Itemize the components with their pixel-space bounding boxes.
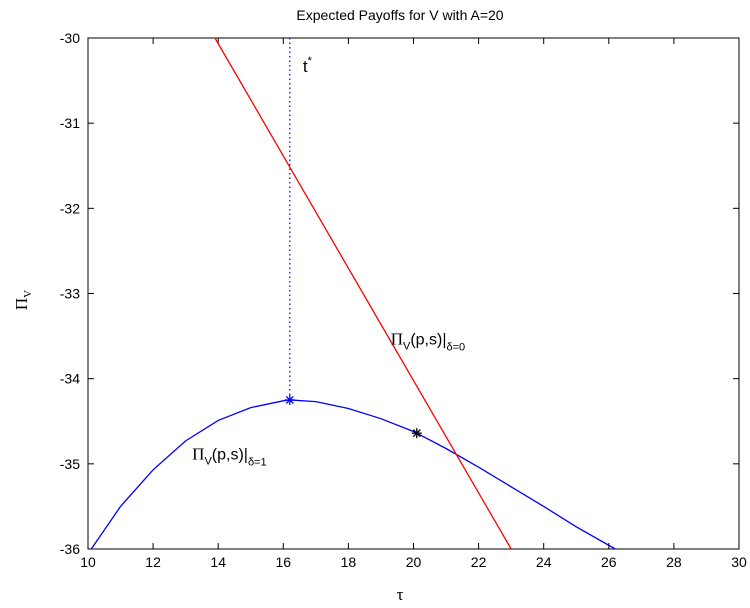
chart-title: Expected Payoffs for V with A=20 [296,7,503,23]
y-tick-label: -34 [60,371,80,387]
y-axis: -30 -31 -32 -33 -34 -35 -36 [60,30,739,557]
series-layer [90,37,616,550]
plot-frame [87,37,740,550]
x-tick-label: 30 [731,554,747,570]
plot-area [87,37,740,550]
series-delta0-line [214,37,512,550]
y-tick-label: -36 [60,541,80,557]
x-tick-label: 22 [471,554,487,570]
x-axis-label: τ [397,585,404,604]
y-tick-label: -31 [60,115,80,131]
y-axis-label-main: Π [12,298,31,310]
x-tick-label: 26 [601,554,617,570]
x-tick-label: 12 [145,554,161,570]
annotation-tstar: t* [303,55,313,76]
x-tick-label: 20 [406,554,422,570]
annotation-layer: t* ΠV(p,s)|δ=0 ΠV(p,s)|δ=1 [192,55,465,469]
y-tick-label: -32 [60,200,80,216]
x-tick-label: 16 [276,554,292,570]
x-tick-label: 14 [210,554,226,570]
x-axis: 10 12 14 16 18 20 22 24 26 28 30 [80,38,747,570]
annotation-d0: ΠV(p,s)|δ=0 [391,330,465,354]
x-tick-label: 18 [341,554,357,570]
y-tick-label: -30 [60,30,80,46]
intersection-marker [411,428,422,439]
x-tick-label: 28 [666,554,682,570]
annotation-d1: ΠV(p,s)|δ=1 [192,445,266,469]
y-axis-label-sub: V [22,290,34,298]
y-tick-label: -35 [60,456,80,472]
y-tick-label: -33 [60,286,80,302]
series-delta1-line [90,399,616,550]
max-point-marker [284,394,295,405]
x-tick-label: 10 [80,554,96,570]
x-tick-label: 24 [536,554,552,570]
y-axis-label-group: ΠV [12,290,34,310]
y-axis-label: ΠV [12,290,34,310]
